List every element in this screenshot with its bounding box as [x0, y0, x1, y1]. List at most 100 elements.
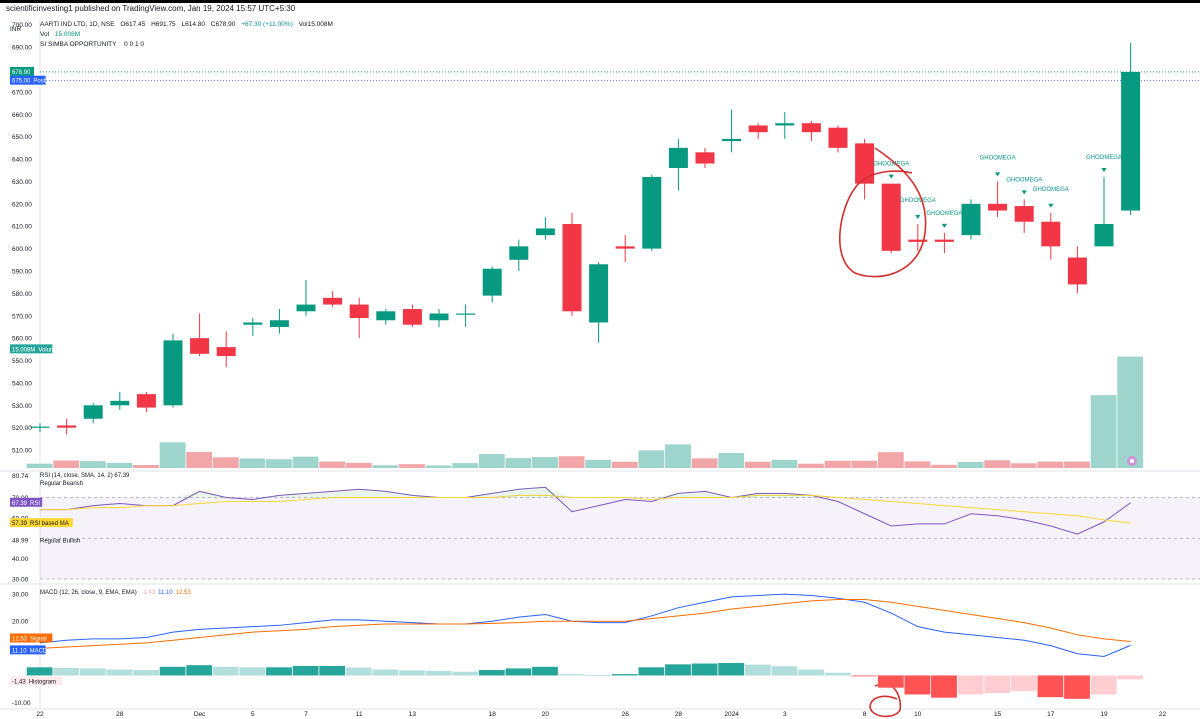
candle-body: [163, 340, 183, 406]
axis-badge-tag: RSI based MA: [30, 521, 69, 527]
volume-bar: [26, 463, 53, 468]
macd-histogram-bar: [53, 667, 80, 676]
macd-histogram-bar: [771, 666, 798, 676]
axis-badge: [10, 66, 34, 76]
signal-label: GHOOMEGA: [873, 162, 909, 168]
candle-body: [535, 228, 555, 236]
volume-bar: [824, 460, 851, 468]
x-tick-label: 5: [251, 711, 255, 718]
macd-tick-label: 30.00: [12, 592, 29, 599]
macd-header-value: 12.53: [176, 590, 192, 596]
volume-bars: [26, 356, 1144, 468]
price-tick-label: 630.00: [12, 179, 32, 186]
candle-body: [1014, 206, 1034, 222]
x-tick-label: Dec: [194, 711, 206, 718]
macd-histogram-bar: [798, 669, 824, 676]
macd-histogram-bar: [319, 665, 346, 676]
volume-bar: [425, 465, 452, 468]
volume-bar: [744, 461, 771, 468]
candle-body: [323, 297, 343, 305]
candle-body: [216, 347, 236, 357]
x-tick-label: 11: [356, 711, 363, 718]
macd-histogram-bar: [1037, 675, 1064, 698]
candle-body: [243, 322, 263, 325]
tradingview-chart[interactable]: GHOOMEGA GHOOMEGA GHOOMEGA GHOOMEGA GHOOMEGA…: [0, 18, 1200, 719]
volume-bar: [319, 461, 346, 468]
volume-bar: [505, 458, 532, 468]
volume-bar: [1090, 395, 1117, 468]
macd-histogram-bar: [106, 669, 133, 676]
axis-badge-tag: Signal: [30, 636, 47, 642]
axis-badge-text: 12.53 Signal: [12, 636, 47, 642]
axis-badge-text: 57.39 RSI based MA: [12, 521, 69, 527]
axis-badge-tag: RSI: [30, 501, 40, 507]
macd-histogram-bar: [133, 670, 159, 676]
x-tick-label: 20: [542, 711, 550, 718]
candle-body: [1041, 221, 1061, 247]
candle-body: [642, 176, 662, 249]
macd-line: [39, 593, 1131, 657]
macd-histogram-bar: [212, 666, 239, 676]
macd-histogram-bar: [585, 674, 612, 676]
macd-signal-line: [39, 599, 1131, 649]
x-tick-label: 26: [622, 711, 630, 718]
macd-histogram-bar: [292, 665, 319, 676]
macd-histogram-bar: [239, 667, 266, 676]
volume-bar: [212, 457, 239, 468]
volume-bar: [931, 464, 957, 468]
volume-bar: [532, 457, 558, 468]
signal-label: GHOOMEGA: [1033, 187, 1069, 193]
volume-bar: [1037, 461, 1064, 468]
volume-bar: [399, 464, 425, 468]
tradingview-logo: [1127, 456, 1137, 466]
chart-background: [0, 18, 1200, 719]
volume-bar: [611, 461, 638, 468]
volume-bar: [798, 463, 824, 468]
volume-bar: [1064, 461, 1090, 468]
candle-body: [775, 123, 795, 126]
grid: [0, 18, 1200, 710]
axis-badge: [10, 75, 46, 85]
legend: INR AARTI IND LTD, 1D, NSE O617.45 H691.…: [10, 21, 333, 48]
volume-bar: [771, 459, 798, 468]
axis-badge: [10, 633, 53, 643]
x-tick-label: 8: [863, 711, 867, 718]
price-tick-label: 560.00: [12, 336, 32, 343]
volume-bar: [585, 459, 612, 468]
macd-histogram-bar: [957, 675, 984, 695]
signal-label: GHOOMEGA: [1086, 155, 1122, 161]
currency-label: INR: [10, 26, 22, 33]
rsi-regular-bullish: Regular Bullish: [40, 539, 80, 545]
candle-body: [1094, 223, 1114, 247]
candlesticks[interactable]: [30, 42, 1141, 435]
price-tick-label: 660.00: [12, 112, 32, 119]
price-lines: [40, 71, 1200, 82]
axis-badge-tag: Post: [33, 79, 45, 85]
volume-bar: [984, 460, 1011, 468]
axis-badge-tag: MACD: [30, 648, 48, 654]
volume-bar: [718, 453, 745, 468]
macd-histogram-bar: [478, 670, 505, 676]
macd-histogram-bar: [931, 675, 957, 698]
candle-body: [509, 246, 529, 260]
price-tick-label: 690.00: [12, 45, 32, 52]
macd-histogram-bar: [638, 667, 665, 676]
candle-body: [57, 425, 77, 428]
macd-histogram-bar: [824, 672, 851, 676]
price-tick-label: 520.00: [12, 425, 32, 432]
macd-histogram-bar: [744, 664, 771, 676]
axis-badge-text: 678.90: [12, 70, 31, 76]
candle-body: [349, 304, 369, 318]
axis-badge-text: 67.39 RSI: [12, 501, 40, 507]
x-tick-label: 28: [675, 711, 683, 718]
candle-body: [269, 320, 289, 327]
macd-histogram-bar: [691, 663, 718, 676]
red-circle-annotation: [838, 147, 927, 278]
price-tick-label: 670.00: [12, 89, 32, 96]
price-tick-label: 540.00: [12, 380, 32, 387]
candle-body: [934, 239, 954, 242]
axis-badge: [10, 344, 53, 354]
x-tick-label: 13: [409, 711, 417, 718]
